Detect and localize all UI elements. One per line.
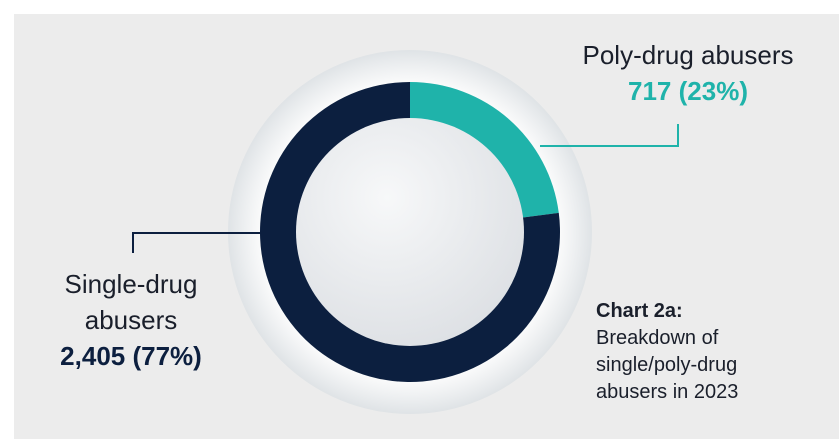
chart-title: Chart 2a: (596, 300, 683, 322)
poly-label: Poly-drug abusers 717 (23%) (548, 37, 828, 109)
donut-segment (410, 82, 559, 218)
category-label: Single-drug abusers (64, 269, 198, 335)
value-label: 2,405 (77%) (60, 341, 202, 371)
leader-line (540, 124, 679, 147)
chart-subtitle: Breakdown of single/poly-drug abusers in… (596, 327, 739, 403)
chart-caption: Chart 2a: Breakdown of single/poly-drug … (596, 298, 806, 406)
value-label: 717 (23%) (628, 76, 748, 106)
single-label: Single-drug abusers 2,405 (77%) (36, 266, 226, 374)
category-label: Poly-drug abusers (582, 40, 794, 70)
leader-line (132, 232, 262, 253)
donut-center (296, 118, 524, 346)
